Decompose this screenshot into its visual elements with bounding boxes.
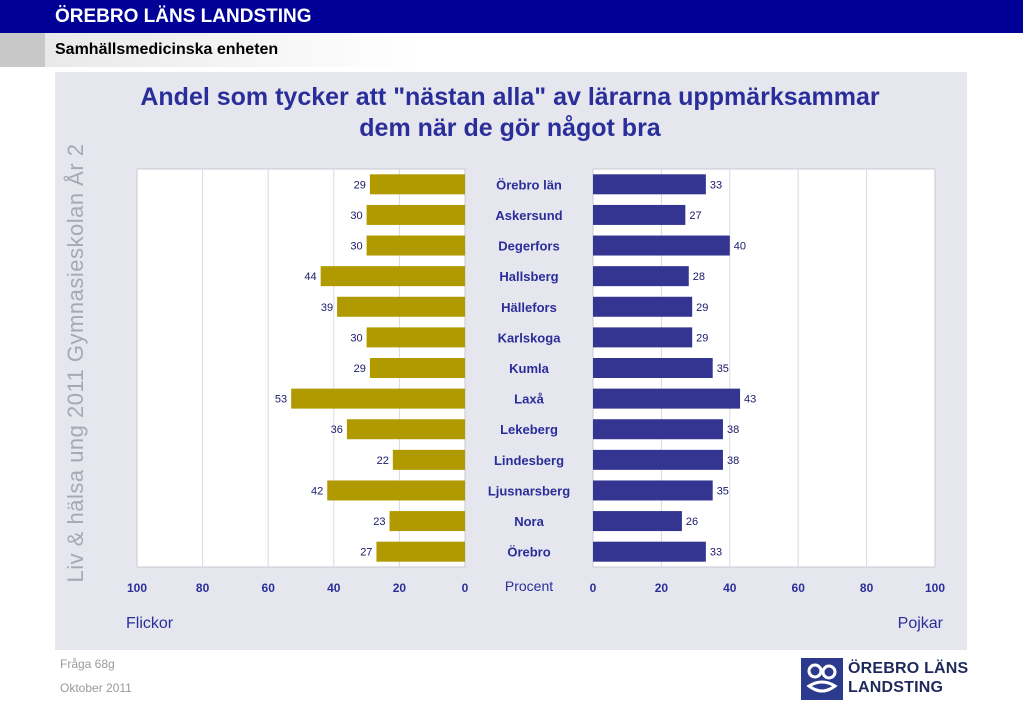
girls-value-label: 30 — [350, 241, 362, 253]
girls-bar — [327, 480, 465, 501]
category-label: Nora — [514, 514, 544, 529]
header-title: ÖREBRO LÄNS LANDSTING — [55, 6, 312, 27]
boys-value-label: 33 — [710, 547, 722, 559]
boys-bar — [593, 204, 686, 225]
girls-value-label: 29 — [354, 363, 366, 375]
girls-value-label: 30 — [350, 332, 362, 344]
boys-value-label: 40 — [734, 241, 746, 253]
chart-title-line-2: dem när de gör något bra — [359, 114, 661, 142]
girls-bar — [369, 358, 465, 378]
subheader-title: Samhällsmedicinska enheten — [55, 41, 279, 58]
boys-bar — [593, 358, 713, 378]
boys-value-label: 38 — [727, 424, 739, 436]
category-label: Karlskoga — [498, 330, 562, 345]
girls-value-label: 44 — [304, 271, 316, 283]
footer-question: Fråga 68g — [60, 657, 115, 671]
girls-bar — [389, 511, 465, 532]
category-label: Ljusnarsberg — [488, 483, 570, 498]
left-axis-tick-label: 80 — [196, 581, 210, 595]
chart-title: Andel som tycker att "nästan alla" av lä… — [110, 82, 910, 144]
boys-bar — [593, 296, 693, 317]
girls-bar — [320, 266, 465, 287]
chart-title-line-1: Andel som tycker att "nästan alla" av lä… — [140, 83, 880, 111]
boys-value-label: 35 — [717, 363, 729, 375]
boys-value-label: 26 — [686, 516, 698, 528]
boys-bar — [593, 511, 682, 532]
logo-mark-emblem — [806, 663, 838, 693]
boys-bar — [593, 235, 730, 256]
boys-bar — [593, 449, 723, 470]
boys-value-label: 29 — [696, 332, 708, 344]
right-axis-tick-label: 100 — [925, 581, 945, 595]
girls-value-label: 36 — [331, 424, 343, 436]
subheader-bar — [0, 33, 1023, 67]
right-axis-tick-label: 80 — [860, 581, 874, 595]
girls-value-label: 23 — [373, 516, 385, 528]
category-label: Lekeberg — [500, 422, 558, 437]
girls-bar — [392, 449, 465, 470]
girls-bar — [346, 419, 465, 440]
boys-bar — [593, 266, 689, 287]
x-axis-label: Procent — [505, 578, 553, 594]
girls-bar — [366, 327, 465, 348]
category-label: Örebro — [507, 545, 550, 560]
boys-value-label: 33 — [710, 179, 722, 191]
girls-bar — [337, 296, 465, 317]
category-label: Laxå — [514, 392, 544, 407]
girls-value-label: 22 — [377, 455, 389, 467]
category-label: Örebro län — [496, 177, 562, 192]
left-axis-tick-label: 100 — [127, 581, 147, 595]
category-label: Kumla — [509, 361, 550, 376]
right-axis-tick-label: 20 — [655, 581, 669, 595]
right-axis-tick-label: 60 — [792, 581, 806, 595]
logo-mark-background — [801, 658, 843, 700]
girls-value-label: 27 — [360, 547, 372, 559]
left-axis-tick-label: 60 — [262, 581, 276, 595]
right-axis-tick-label: 40 — [723, 581, 737, 595]
landsting-logo — [801, 658, 843, 700]
left-axis-tick-label: 40 — [327, 581, 341, 595]
girls-value-label: 29 — [354, 179, 366, 191]
logo-text-line-1: ÖREBRO LÄNS — [848, 660, 969, 677]
girls-value-label: 39 — [321, 302, 333, 314]
category-label: Degerfors — [498, 239, 559, 254]
category-label: Askersund — [495, 208, 562, 223]
left-axis-tick-label: 20 — [393, 581, 407, 595]
boys-value-label: 27 — [689, 210, 701, 222]
girls-bar — [366, 235, 465, 256]
boys-bar — [593, 541, 706, 562]
boys-bar — [593, 388, 741, 409]
boys-value-label: 35 — [717, 485, 729, 497]
girls-value-label: 30 — [350, 210, 362, 222]
left-axis-tick-label: 0 — [462, 581, 469, 595]
footer-date: Oktober 2011 — [60, 681, 132, 695]
girls-bar — [376, 541, 465, 562]
logo-text-line-2: LANDSTING — [848, 679, 944, 696]
boys-value-label: 28 — [693, 271, 705, 283]
girls-value-label: 42 — [311, 485, 323, 497]
girls-bar — [291, 388, 465, 409]
boys-bar — [593, 174, 706, 195]
right-axis-tick-label: 0 — [590, 581, 597, 595]
boys-value-label: 38 — [727, 455, 739, 467]
category-label: Lindesberg — [494, 453, 564, 468]
boys-value-label: 29 — [696, 302, 708, 314]
boys-value-label: 43 — [744, 394, 756, 406]
boys-bar — [593, 419, 723, 440]
girls-bar — [366, 204, 465, 225]
legend-boys-label: Pojkar — [898, 615, 944, 632]
girls-bar — [369, 174, 465, 195]
boys-bar — [593, 480, 713, 501]
header-bar — [0, 0, 1023, 33]
boys-bar — [593, 327, 693, 348]
legend-girls-label: Flickor — [126, 615, 174, 632]
category-label: Hallsberg — [499, 269, 558, 284]
category-label: Hällefors — [501, 300, 557, 315]
girls-value-label: 53 — [275, 394, 287, 406]
